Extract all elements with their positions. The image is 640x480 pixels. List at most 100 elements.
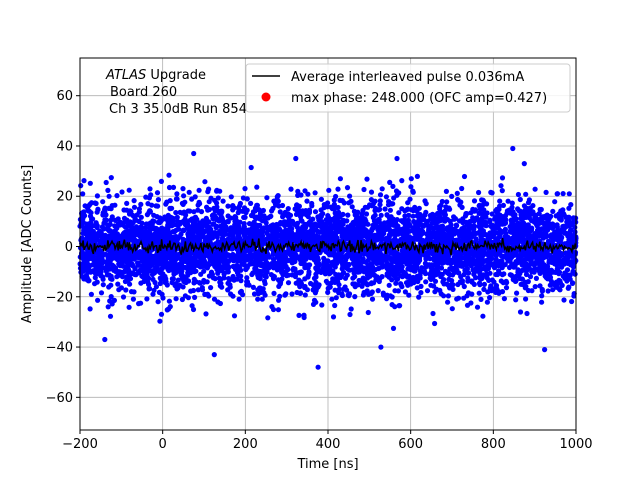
scatter-point (255, 296, 261, 302)
scatter-point (402, 213, 408, 219)
scatter-point (523, 296, 529, 302)
scatter-point (375, 256, 381, 262)
scatter-point (105, 187, 111, 193)
scatter-point (352, 262, 358, 268)
scatter-point (554, 191, 561, 197)
scatter-point (228, 194, 234, 200)
scatter-point (510, 277, 516, 283)
scatter-point (262, 281, 268, 287)
scatter-point (526, 265, 533, 272)
scatter-point (158, 311, 165, 317)
scatter-point (87, 180, 93, 186)
scatter-point (167, 205, 173, 211)
scatter-point (293, 211, 300, 217)
scatter-point (442, 208, 448, 214)
scatter-point (211, 221, 217, 227)
scatter-point (186, 189, 192, 195)
scatter-point (567, 236, 573, 242)
scatter-point (298, 269, 304, 275)
scatter-point (248, 164, 254, 171)
scatter-point (240, 292, 246, 298)
scatter-point (527, 274, 534, 280)
scatter-point (262, 292, 268, 298)
scatter-point (564, 278, 570, 284)
scatter-point (265, 263, 271, 269)
scatter-point (179, 296, 185, 303)
scatter-point (536, 268, 542, 274)
scatter-point (286, 250, 292, 257)
scatter-point (236, 234, 242, 240)
scatter-point (95, 207, 101, 213)
scatter-point (384, 272, 390, 278)
scatter-point (305, 191, 311, 197)
scatter-point (103, 268, 109, 274)
scatter-point (499, 175, 506, 181)
scatter-point (532, 215, 539, 221)
scatter-point (251, 291, 258, 297)
scatter-point (439, 198, 445, 205)
scatter-point (299, 258, 306, 264)
scatter-point (138, 251, 145, 257)
scatter-point (167, 304, 173, 310)
scatter-point (402, 251, 408, 257)
scatter-point (516, 208, 522, 214)
scatter-point (187, 217, 193, 223)
scatter-point (152, 260, 158, 266)
scatter-point (506, 207, 512, 213)
scatter-point (182, 216, 188, 222)
scatter-point (241, 232, 247, 238)
scatter-point (242, 186, 248, 192)
scatter-point (460, 260, 466, 266)
scatter-point (252, 225, 258, 232)
scatter-point (464, 302, 471, 308)
scatter-point (405, 282, 411, 288)
scatter-point (550, 208, 556, 214)
scatter-point (133, 224, 139, 230)
scatter-point (200, 256, 206, 262)
scatter-point (253, 263, 259, 269)
scatter-point (88, 227, 94, 233)
scatter-point (181, 193, 187, 199)
scatter-point (88, 210, 94, 216)
scatter-point (396, 210, 402, 216)
scatter-point (344, 272, 350, 278)
scatter-point (482, 232, 488, 238)
scatter-point (100, 276, 106, 282)
scatter-point (102, 206, 108, 213)
scatter-point (501, 271, 507, 277)
scatter-point (528, 249, 534, 255)
scatter-point (336, 290, 342, 296)
scatter-point (468, 263, 474, 269)
scatter-point (230, 203, 236, 209)
scatter-point (369, 296, 376, 302)
scatter-point (518, 220, 525, 226)
scatter-point (191, 209, 197, 215)
scatter-point (238, 273, 244, 279)
scatter-point (205, 189, 211, 195)
scatter-point (526, 197, 533, 203)
scatter-point (150, 291, 156, 297)
scatter-point (180, 186, 186, 192)
scatter-point (100, 282, 106, 288)
scatter-point (476, 189, 482, 196)
scatter-point (225, 268, 231, 274)
scatter-point (563, 214, 569, 220)
scatter-point (319, 302, 325, 308)
scatter-point (174, 196, 180, 202)
scatter-point (523, 255, 530, 261)
scatter-point (478, 226, 484, 232)
scatter-point (225, 280, 231, 286)
scatter-point (153, 266, 159, 272)
scatter-point (392, 264, 398, 270)
scatter-point (135, 229, 141, 235)
scatter-point (410, 213, 416, 219)
scatter-point (272, 201, 278, 207)
scatter-point (378, 221, 384, 227)
scatter-point (252, 268, 258, 275)
scatter-point (93, 220, 99, 226)
scatter-point (107, 298, 113, 304)
scatter-point (202, 291, 208, 297)
scatter-point (298, 235, 304, 241)
scatter-point (414, 208, 420, 214)
scatter-point (479, 249, 485, 255)
